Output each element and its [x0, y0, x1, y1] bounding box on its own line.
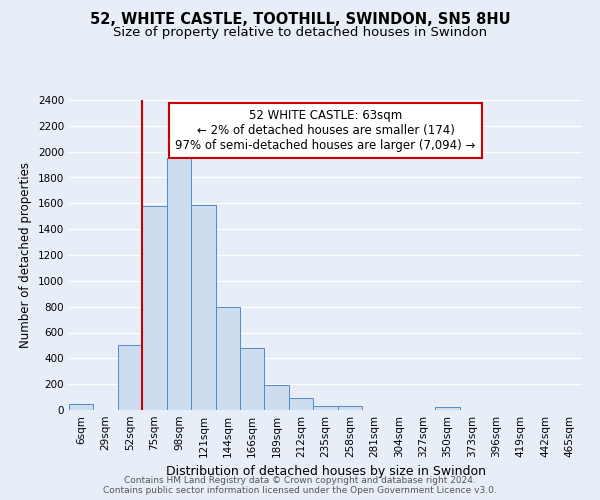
Bar	[338, 406, 362, 410]
Bar	[69, 404, 94, 410]
Bar	[142, 206, 167, 410]
Text: Size of property relative to detached houses in Swindon: Size of property relative to detached ho…	[113, 26, 487, 39]
X-axis label: Distribution of detached houses by size in Swindon: Distribution of detached houses by size …	[166, 466, 485, 478]
Bar	[191, 204, 215, 410]
Bar	[118, 346, 142, 410]
Bar	[313, 406, 338, 410]
Bar	[436, 408, 460, 410]
Bar	[265, 386, 289, 410]
Bar	[289, 398, 313, 410]
Text: 52, WHITE CASTLE, TOOTHILL, SWINDON, SN5 8HU: 52, WHITE CASTLE, TOOTHILL, SWINDON, SN5…	[89, 12, 511, 28]
Y-axis label: Number of detached properties: Number of detached properties	[19, 162, 32, 348]
Text: Contains HM Land Registry data © Crown copyright and database right 2024.: Contains HM Land Registry data © Crown c…	[124, 476, 476, 485]
Bar	[215, 306, 240, 410]
Text: 52 WHITE CASTLE: 63sqm
← 2% of detached houses are smaller (174)
97% of semi-det: 52 WHITE CASTLE: 63sqm ← 2% of detached …	[175, 110, 476, 152]
Bar	[167, 158, 191, 410]
Text: Contains public sector information licensed under the Open Government Licence v3: Contains public sector information licen…	[103, 486, 497, 495]
Bar	[240, 348, 265, 410]
